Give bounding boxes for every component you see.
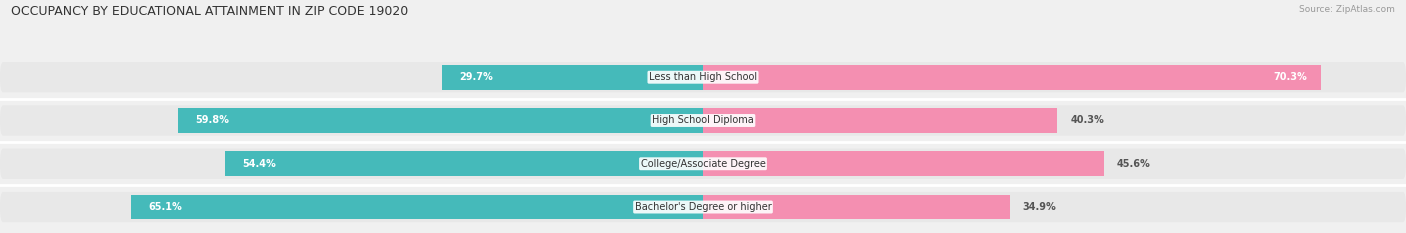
Bar [225, 151, 703, 176]
Text: 40.3%: 40.3% [1070, 116, 1104, 126]
Text: 59.8%: 59.8% [195, 116, 229, 126]
Text: 65.1%: 65.1% [149, 202, 183, 212]
Text: 29.7%: 29.7% [460, 72, 494, 82]
FancyBboxPatch shape [0, 149, 1406, 179]
Text: 45.6%: 45.6% [1116, 159, 1150, 169]
Text: High School Diploma: High School Diploma [652, 116, 754, 126]
Bar [703, 108, 1057, 133]
Text: Source: ZipAtlas.com: Source: ZipAtlas.com [1299, 5, 1395, 14]
FancyBboxPatch shape [0, 62, 1406, 92]
Text: Less than High School: Less than High School [650, 72, 756, 82]
Text: 34.9%: 34.9% [1024, 202, 1057, 212]
FancyBboxPatch shape [0, 192, 1406, 222]
Text: OCCUPANCY BY EDUCATIONAL ATTAINMENT IN ZIP CODE 19020: OCCUPANCY BY EDUCATIONAL ATTAINMENT IN Z… [11, 5, 409, 18]
Bar [177, 108, 703, 133]
Text: 54.4%: 54.4% [243, 159, 277, 169]
Text: 70.3%: 70.3% [1274, 72, 1308, 82]
Bar [703, 151, 1104, 176]
FancyBboxPatch shape [0, 105, 1406, 136]
Bar [703, 195, 1010, 219]
Text: College/Associate Degree: College/Associate Degree [641, 159, 765, 169]
Bar [441, 65, 703, 90]
Bar [131, 195, 703, 219]
Bar [703, 65, 1320, 90]
Text: Bachelor's Degree or higher: Bachelor's Degree or higher [634, 202, 772, 212]
